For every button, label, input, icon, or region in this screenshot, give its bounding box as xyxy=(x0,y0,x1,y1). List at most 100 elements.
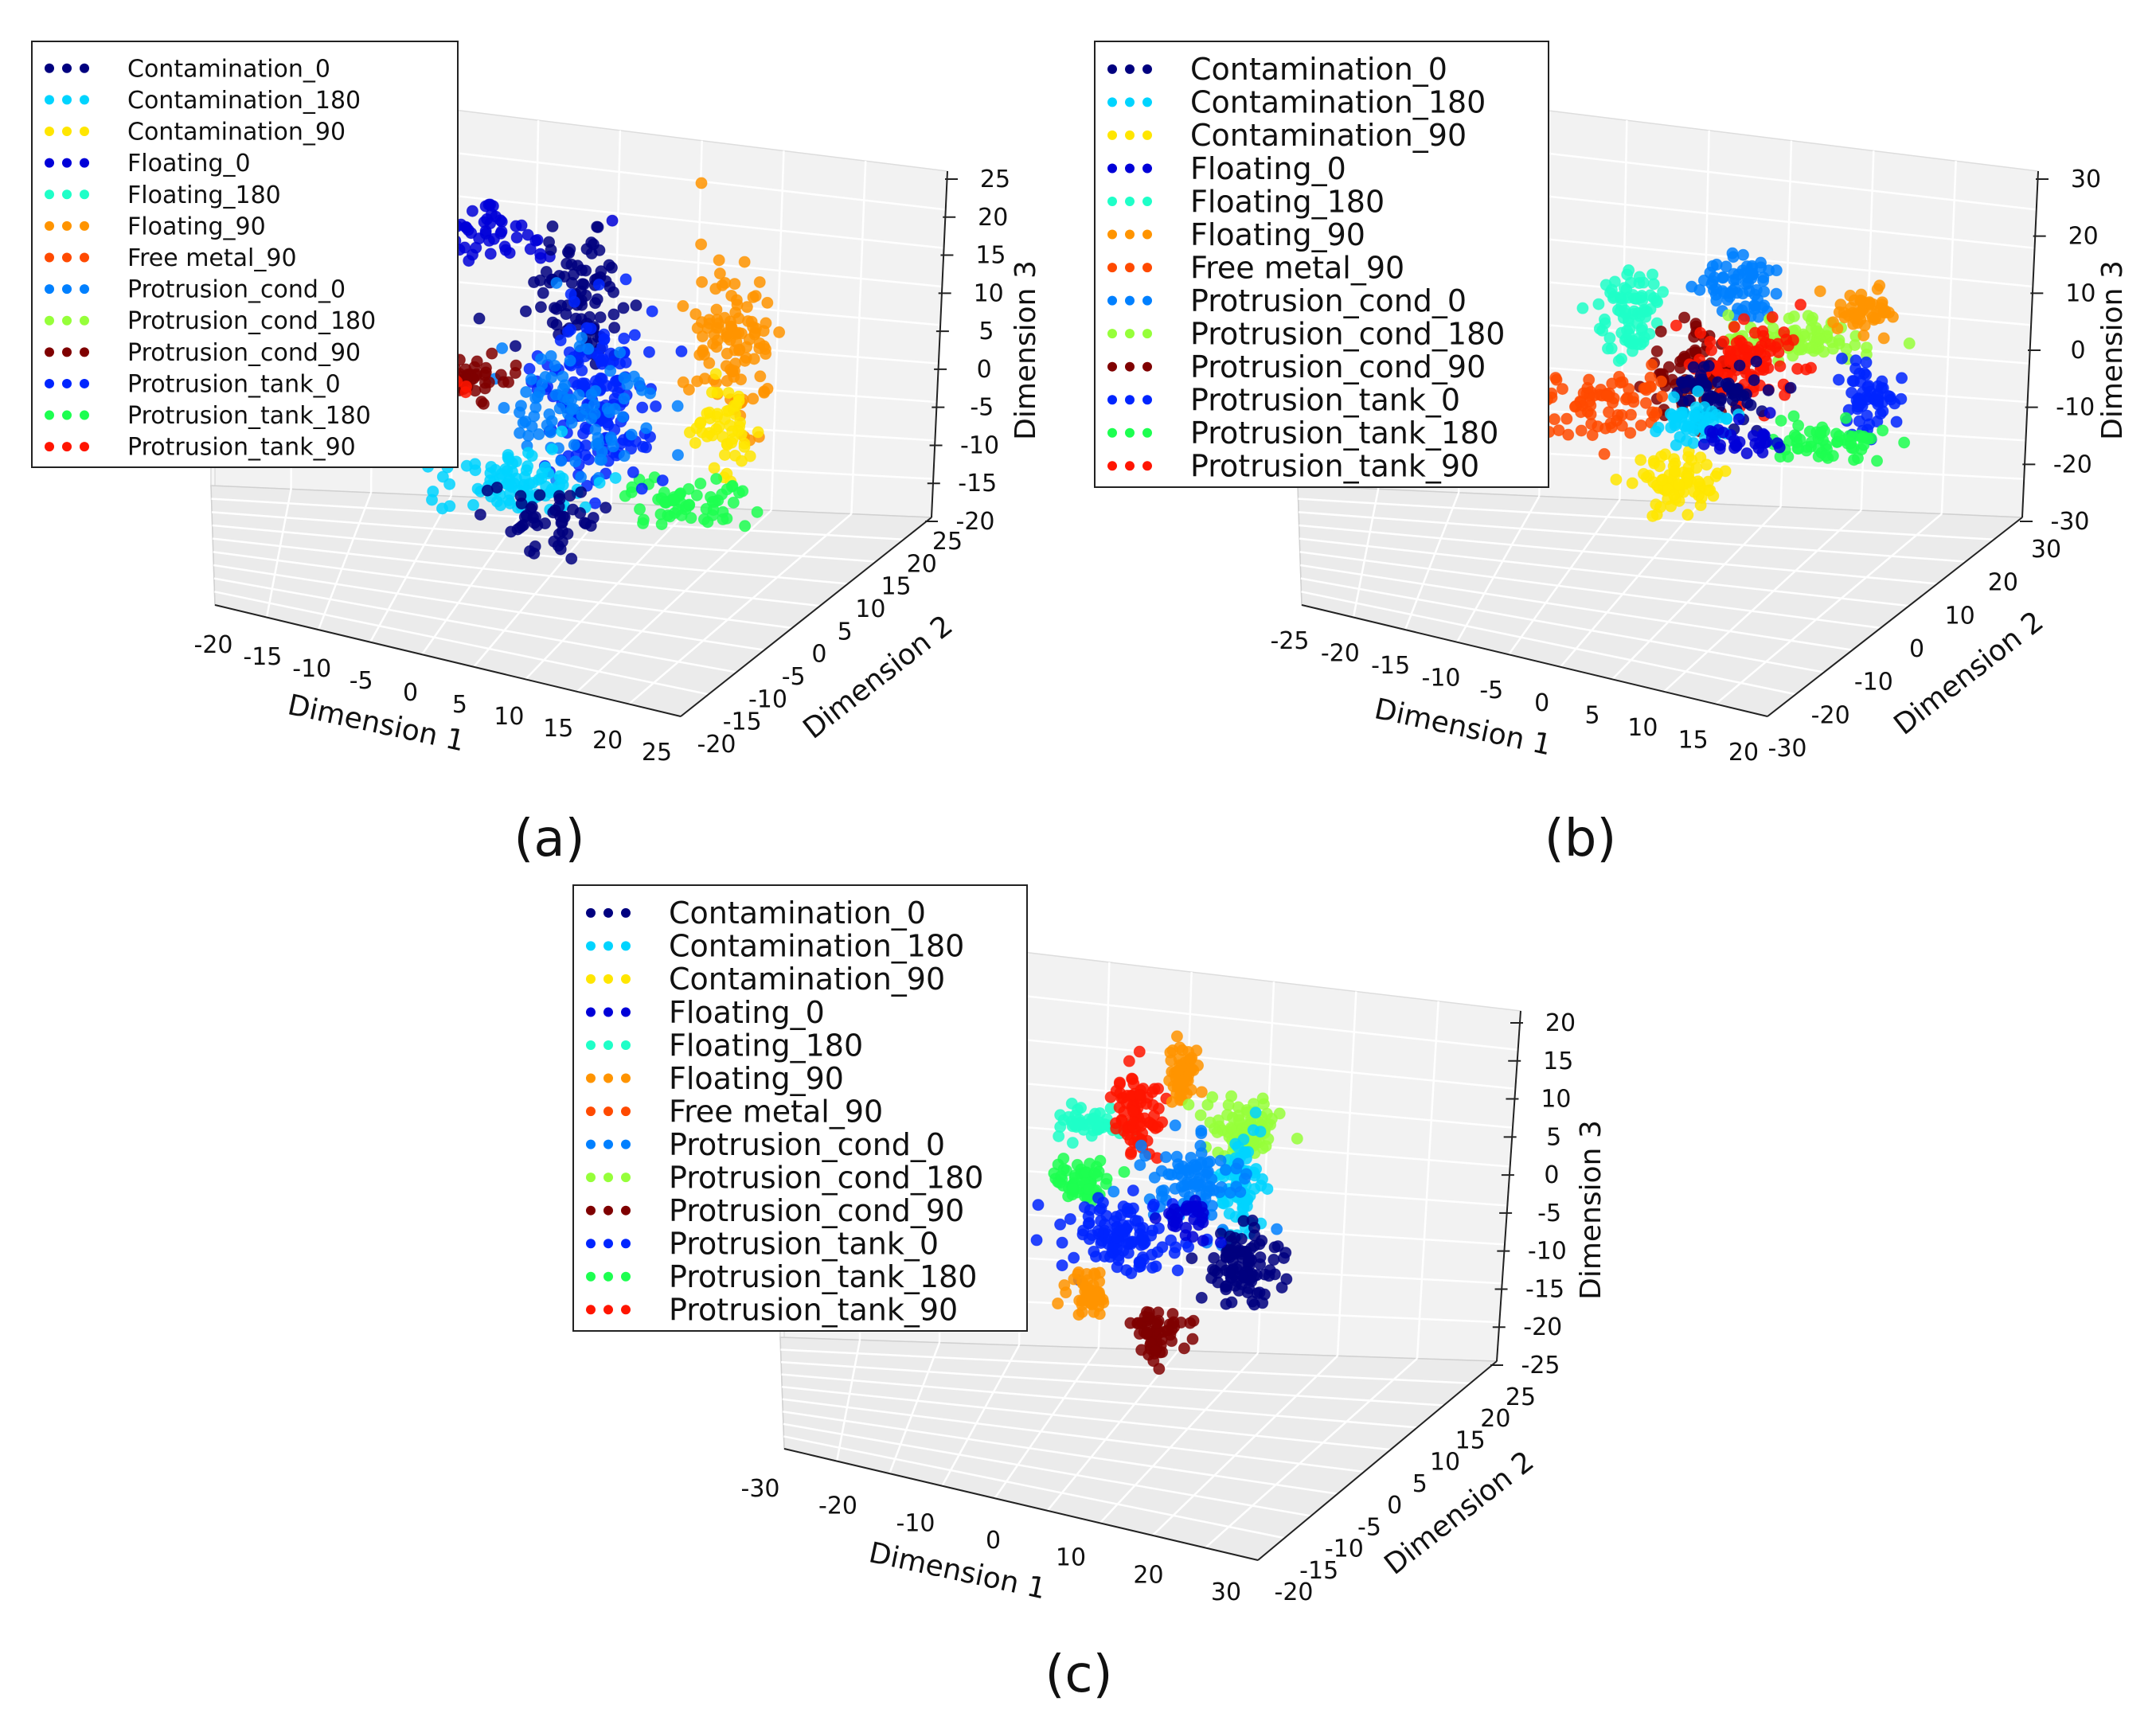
legend-marker xyxy=(1107,295,1117,306)
data-point xyxy=(625,486,638,499)
z-tick-label: 25 xyxy=(980,166,1010,193)
z-tick-label: 0 xyxy=(1544,1161,1559,1189)
data-point xyxy=(618,372,631,384)
data-point xyxy=(1179,1203,1192,1216)
data-point xyxy=(1598,447,1611,460)
data-point xyxy=(558,271,571,283)
data-point xyxy=(1149,1212,1162,1224)
legend-label: Protrusion_tank_180 xyxy=(1190,416,1498,451)
data-point xyxy=(689,308,702,321)
data-point xyxy=(1730,383,1743,396)
data-point xyxy=(1243,1251,1256,1264)
legend-marker xyxy=(62,189,72,200)
legend-marker xyxy=(1107,130,1117,140)
gridline xyxy=(850,161,867,514)
x-tick-label: 0 xyxy=(986,1527,1001,1555)
data-point xyxy=(1637,467,1650,480)
gridline xyxy=(1507,499,1621,655)
data-point xyxy=(752,426,764,439)
legend-label: Protrusion_tank_180 xyxy=(127,402,371,430)
y-axis-line xyxy=(680,517,932,717)
legend-label: Floating_180 xyxy=(1190,184,1385,219)
legend-marker xyxy=(1142,361,1152,372)
data-point xyxy=(558,511,571,524)
data-point xyxy=(524,243,537,256)
data-point xyxy=(583,453,596,466)
data-point xyxy=(1110,1210,1123,1223)
data-point xyxy=(1177,1074,1189,1087)
legend-marker xyxy=(1142,461,1152,471)
data-point xyxy=(1170,1150,1183,1163)
data-point xyxy=(606,214,619,227)
data-point xyxy=(589,297,602,310)
data-point xyxy=(1806,341,1818,354)
data-point xyxy=(754,370,767,383)
legend-label: Protrusion_cond_0 xyxy=(669,1127,945,1162)
legend-marker xyxy=(621,1173,631,1183)
legend-marker xyxy=(621,1139,631,1149)
data-point xyxy=(1082,1183,1095,1196)
y-tick-label: 10 xyxy=(1945,602,1975,630)
legend-marker xyxy=(45,158,54,168)
legend-marker xyxy=(1142,197,1152,206)
gridline xyxy=(1299,511,1966,563)
data-point xyxy=(1639,310,1652,323)
z-axis-line xyxy=(1496,1010,1521,1362)
data-point xyxy=(1219,1164,1232,1177)
data-point xyxy=(1083,1216,1096,1229)
data-point xyxy=(545,415,558,427)
legend-marker xyxy=(1107,329,1117,339)
y-tick-label: 10 xyxy=(855,595,885,623)
data-point xyxy=(709,283,722,295)
data-point xyxy=(1261,1183,1274,1196)
data-point xyxy=(1706,260,1719,272)
data-point xyxy=(1189,1194,1201,1207)
legend-marker xyxy=(45,284,54,295)
data-point xyxy=(1871,455,1884,467)
data-point xyxy=(1178,1180,1191,1192)
legend-marker xyxy=(603,1106,613,1117)
z-tick-label: -5 xyxy=(1537,1200,1561,1227)
x-tick-label: 10 xyxy=(1056,1544,1086,1572)
data-point xyxy=(574,507,587,520)
data-point xyxy=(556,535,568,548)
data-point xyxy=(1249,1106,1262,1119)
legend-marker xyxy=(1107,427,1117,438)
data-point xyxy=(1656,390,1669,403)
data-point xyxy=(550,302,563,315)
data-point xyxy=(1030,1234,1043,1247)
data-point xyxy=(1214,1236,1227,1249)
data-point xyxy=(722,387,735,400)
data-point xyxy=(1876,375,1888,388)
data-point xyxy=(1775,415,1787,427)
legend-marker xyxy=(80,158,89,168)
data-point xyxy=(627,370,640,383)
data-point xyxy=(1627,392,1639,404)
data-point xyxy=(1601,342,1614,355)
data-point xyxy=(708,462,721,474)
data-point xyxy=(1139,1149,1151,1162)
data-point xyxy=(1704,335,1717,348)
data-point xyxy=(1742,277,1755,290)
data-point xyxy=(1054,1121,1067,1134)
data-point xyxy=(1726,394,1739,407)
data-point xyxy=(627,466,639,478)
y-tick-label: 0 xyxy=(1909,635,1924,663)
data-point xyxy=(1693,283,1706,296)
y-axis-title: Dimension 2 xyxy=(797,609,959,745)
data-point xyxy=(1903,337,1916,349)
legend-marker xyxy=(80,378,89,388)
data-point xyxy=(536,467,549,480)
data-point xyxy=(1710,283,1723,295)
data-point xyxy=(1623,264,1635,277)
data-point xyxy=(1190,1163,1203,1176)
data-point xyxy=(1653,460,1666,473)
data-point xyxy=(534,301,547,314)
gridline xyxy=(1299,524,1938,585)
data-point xyxy=(1170,1030,1183,1043)
data-point xyxy=(604,365,617,377)
data-point xyxy=(526,477,539,490)
data-point xyxy=(690,489,703,501)
z-tick-label: 20 xyxy=(978,204,1008,232)
